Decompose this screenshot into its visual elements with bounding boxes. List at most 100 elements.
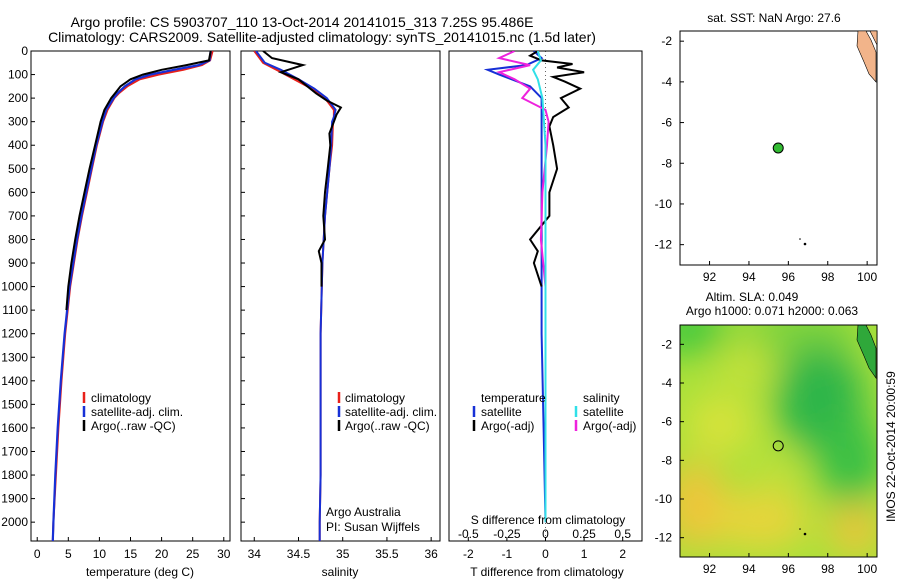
difference-xlabel-T: T difference from climatology bbox=[470, 565, 624, 579]
temperature-axes bbox=[30, 50, 231, 542]
map-lon-tick-label: 94 bbox=[742, 562, 756, 576]
temperature-legend: climatology satellite-adj. clim. Argo(..… bbox=[82, 391, 183, 433]
sst-map-land bbox=[856, 30, 878, 83]
depth-tick-label: 600 bbox=[8, 185, 28, 199]
depth-tick-label: 1500 bbox=[1, 397, 28, 411]
tdiff-argo-line bbox=[527, 51, 585, 287]
tdiff-x-tick-label: -1 bbox=[502, 547, 513, 561]
legend-label-s-argo: Argo(-adj) bbox=[583, 419, 636, 433]
sst-map-title: sat. SST: NaN Argo: 27.6 bbox=[707, 11, 841, 25]
map-lat-tick-label: -8 bbox=[661, 156, 672, 170]
map-lon-tick-label: 92 bbox=[703, 562, 717, 576]
sla-map-title-line1: Altim. SLA: 0.049 bbox=[706, 290, 799, 304]
sdiff-x-tick-label: -0.25 bbox=[493, 527, 521, 541]
depth-tick-label: 1700 bbox=[1, 444, 28, 458]
temperature-x-tick-label: 25 bbox=[186, 547, 200, 561]
map-lat-tick-label: -12 bbox=[655, 531, 673, 545]
map-lat-tick-label: -12 bbox=[655, 238, 673, 252]
temperature-argo-line bbox=[65, 51, 212, 311]
depth-tick-label: 900 bbox=[8, 256, 28, 270]
temperature-satellite-line bbox=[51, 51, 212, 541]
temperature-x-tick-label: 30 bbox=[217, 547, 231, 561]
map-lon-tick-label: 94 bbox=[742, 270, 756, 284]
salinity-argo-line bbox=[262, 51, 343, 287]
depth-tick-label: 1400 bbox=[1, 374, 28, 388]
map-lat-tick-label: -8 bbox=[661, 453, 672, 467]
tdiff-x-tick-label: 0 bbox=[542, 547, 549, 561]
legend-label-argo: Argo(..raw -QC) bbox=[345, 419, 430, 433]
map-lat-tick-label: -2 bbox=[661, 34, 672, 48]
difference-legend-salinity: salinity satellite Argo(-adj) bbox=[574, 391, 636, 433]
sst-map-small-island bbox=[803, 242, 807, 246]
map-lat-tick-label: -6 bbox=[661, 116, 672, 130]
sdiff-x-tick-label: 0.5 bbox=[614, 527, 631, 541]
sdiff-x-tick-label: 0.25 bbox=[572, 527, 596, 541]
map-lat-tick-label: -6 bbox=[661, 415, 672, 429]
depth-tick-label: 1000 bbox=[1, 280, 28, 294]
salinity-panel: 34 34.5 35 35.5 36 salinity climatology sate… bbox=[240, 50, 441, 579]
depth-tick-label: 1900 bbox=[1, 492, 28, 506]
sdiff-x-tick-label: 0 bbox=[542, 527, 549, 541]
map-lon-tick-label: 96 bbox=[782, 562, 796, 576]
sla-map-axes bbox=[679, 324, 878, 558]
depth-tick-label: 300 bbox=[8, 115, 28, 129]
temperature-x-tick-label: 20 bbox=[155, 547, 169, 561]
salinity-x-tick-label: 36 bbox=[424, 547, 438, 561]
tdiff-x-tick-label: 1 bbox=[581, 547, 588, 561]
tdiff-x-tick-label: 2 bbox=[619, 547, 626, 561]
legend-label-t-satellite: satellite bbox=[481, 405, 522, 419]
legend-header-temperature: temperature bbox=[481, 391, 546, 405]
legend-label-climatology: climatology bbox=[91, 391, 151, 405]
sla-map-small-island-2 bbox=[799, 528, 801, 530]
map-lat-tick-label: -10 bbox=[655, 492, 673, 506]
temperature-x-tick-label: 10 bbox=[93, 547, 107, 561]
legend-header-salinity: salinity bbox=[583, 391, 620, 405]
map-lon-tick-label: 98 bbox=[821, 270, 835, 284]
map-lon-tick-label: 92 bbox=[703, 270, 717, 284]
sla-map-title-line2: Argo h1000: 0.071 h2000: 0.063 bbox=[686, 304, 858, 318]
sst-map-panel: sat. SST: NaN Argo: 27.6 92 94 96 98 100 -2 -4… bbox=[655, 11, 878, 284]
map-lat-tick-label: -10 bbox=[655, 197, 673, 211]
depth-tick-label: 700 bbox=[8, 209, 28, 223]
map-lat-tick-label: -2 bbox=[661, 337, 672, 351]
depth-tick-label: 500 bbox=[8, 162, 28, 176]
depth-tick-label: 800 bbox=[8, 232, 28, 246]
salinity-x-tick-label: 35 bbox=[336, 547, 350, 561]
depth-tick-label: 100 bbox=[8, 68, 28, 82]
temperature-x-tick-label: 5 bbox=[65, 547, 72, 561]
argo-float-position-marker bbox=[772, 440, 784, 452]
pi-note: PI: Susan Wijffels bbox=[326, 520, 420, 534]
map-lon-tick-label: 100 bbox=[857, 562, 877, 576]
map-lat-tick-label: -4 bbox=[661, 75, 672, 89]
legend-label-satellite: satellite-adj. clim. bbox=[345, 405, 437, 419]
map-lon-tick-label: 98 bbox=[821, 562, 835, 576]
depth-tick-label: 1300 bbox=[1, 350, 28, 364]
temperature-x-tick-label: 15 bbox=[124, 547, 138, 561]
depth-tick-label: 0 bbox=[21, 44, 28, 58]
difference-panel: -2 -1 0 1 2 -0.5 -0.25 0 0.25 0.5 T difference fr… bbox=[448, 50, 643, 579]
temperature-x-tick-label: 0 bbox=[34, 547, 41, 561]
salinity-xlabel: salinity bbox=[322, 565, 359, 579]
sdiff-x-tick-label: -0.5 bbox=[458, 527, 479, 541]
difference-legend-temperature: temperature satellite Argo(-adj) bbox=[472, 391, 546, 433]
salinity-x-tick-label: 34.5 bbox=[287, 547, 311, 561]
map-lon-tick-label: 100 bbox=[857, 270, 877, 284]
legend-label-s-satellite: satellite bbox=[583, 405, 624, 419]
sla-map-land bbox=[856, 325, 877, 379]
temperature-xlabel: temperature (deg C) bbox=[86, 565, 194, 579]
legend-label-climatology: climatology bbox=[345, 391, 405, 405]
figure-title-line2: Climatology: CARS2009. Satellite-adjuste… bbox=[48, 29, 596, 45]
imos-timestamp-label: IMOS 22-Oct-2014 20:00:59 bbox=[884, 371, 898, 522]
map-lon-tick-label: 96 bbox=[782, 270, 796, 284]
temperature-panel: 0100200300400500600700800900100011001200… bbox=[1, 44, 230, 579]
sdiff-satellite-line bbox=[531, 51, 547, 523]
sla-map-panel: Altim. SLA: 0.049 Argo h1000: 0.071 h200… bbox=[655, 290, 878, 576]
depth-tick-label: 2000 bbox=[1, 515, 28, 529]
map-lat-tick-label: -4 bbox=[661, 376, 672, 390]
salinity-axes bbox=[240, 50, 441, 542]
depth-tick-label: 1100 bbox=[2, 303, 28, 317]
argo-australia-note: Argo Australia bbox=[326, 505, 401, 519]
sla-heatmap bbox=[680, 325, 877, 557]
salinity-x-tick-label: 35.5 bbox=[375, 547, 399, 561]
depth-tick-label: 1600 bbox=[1, 421, 28, 435]
